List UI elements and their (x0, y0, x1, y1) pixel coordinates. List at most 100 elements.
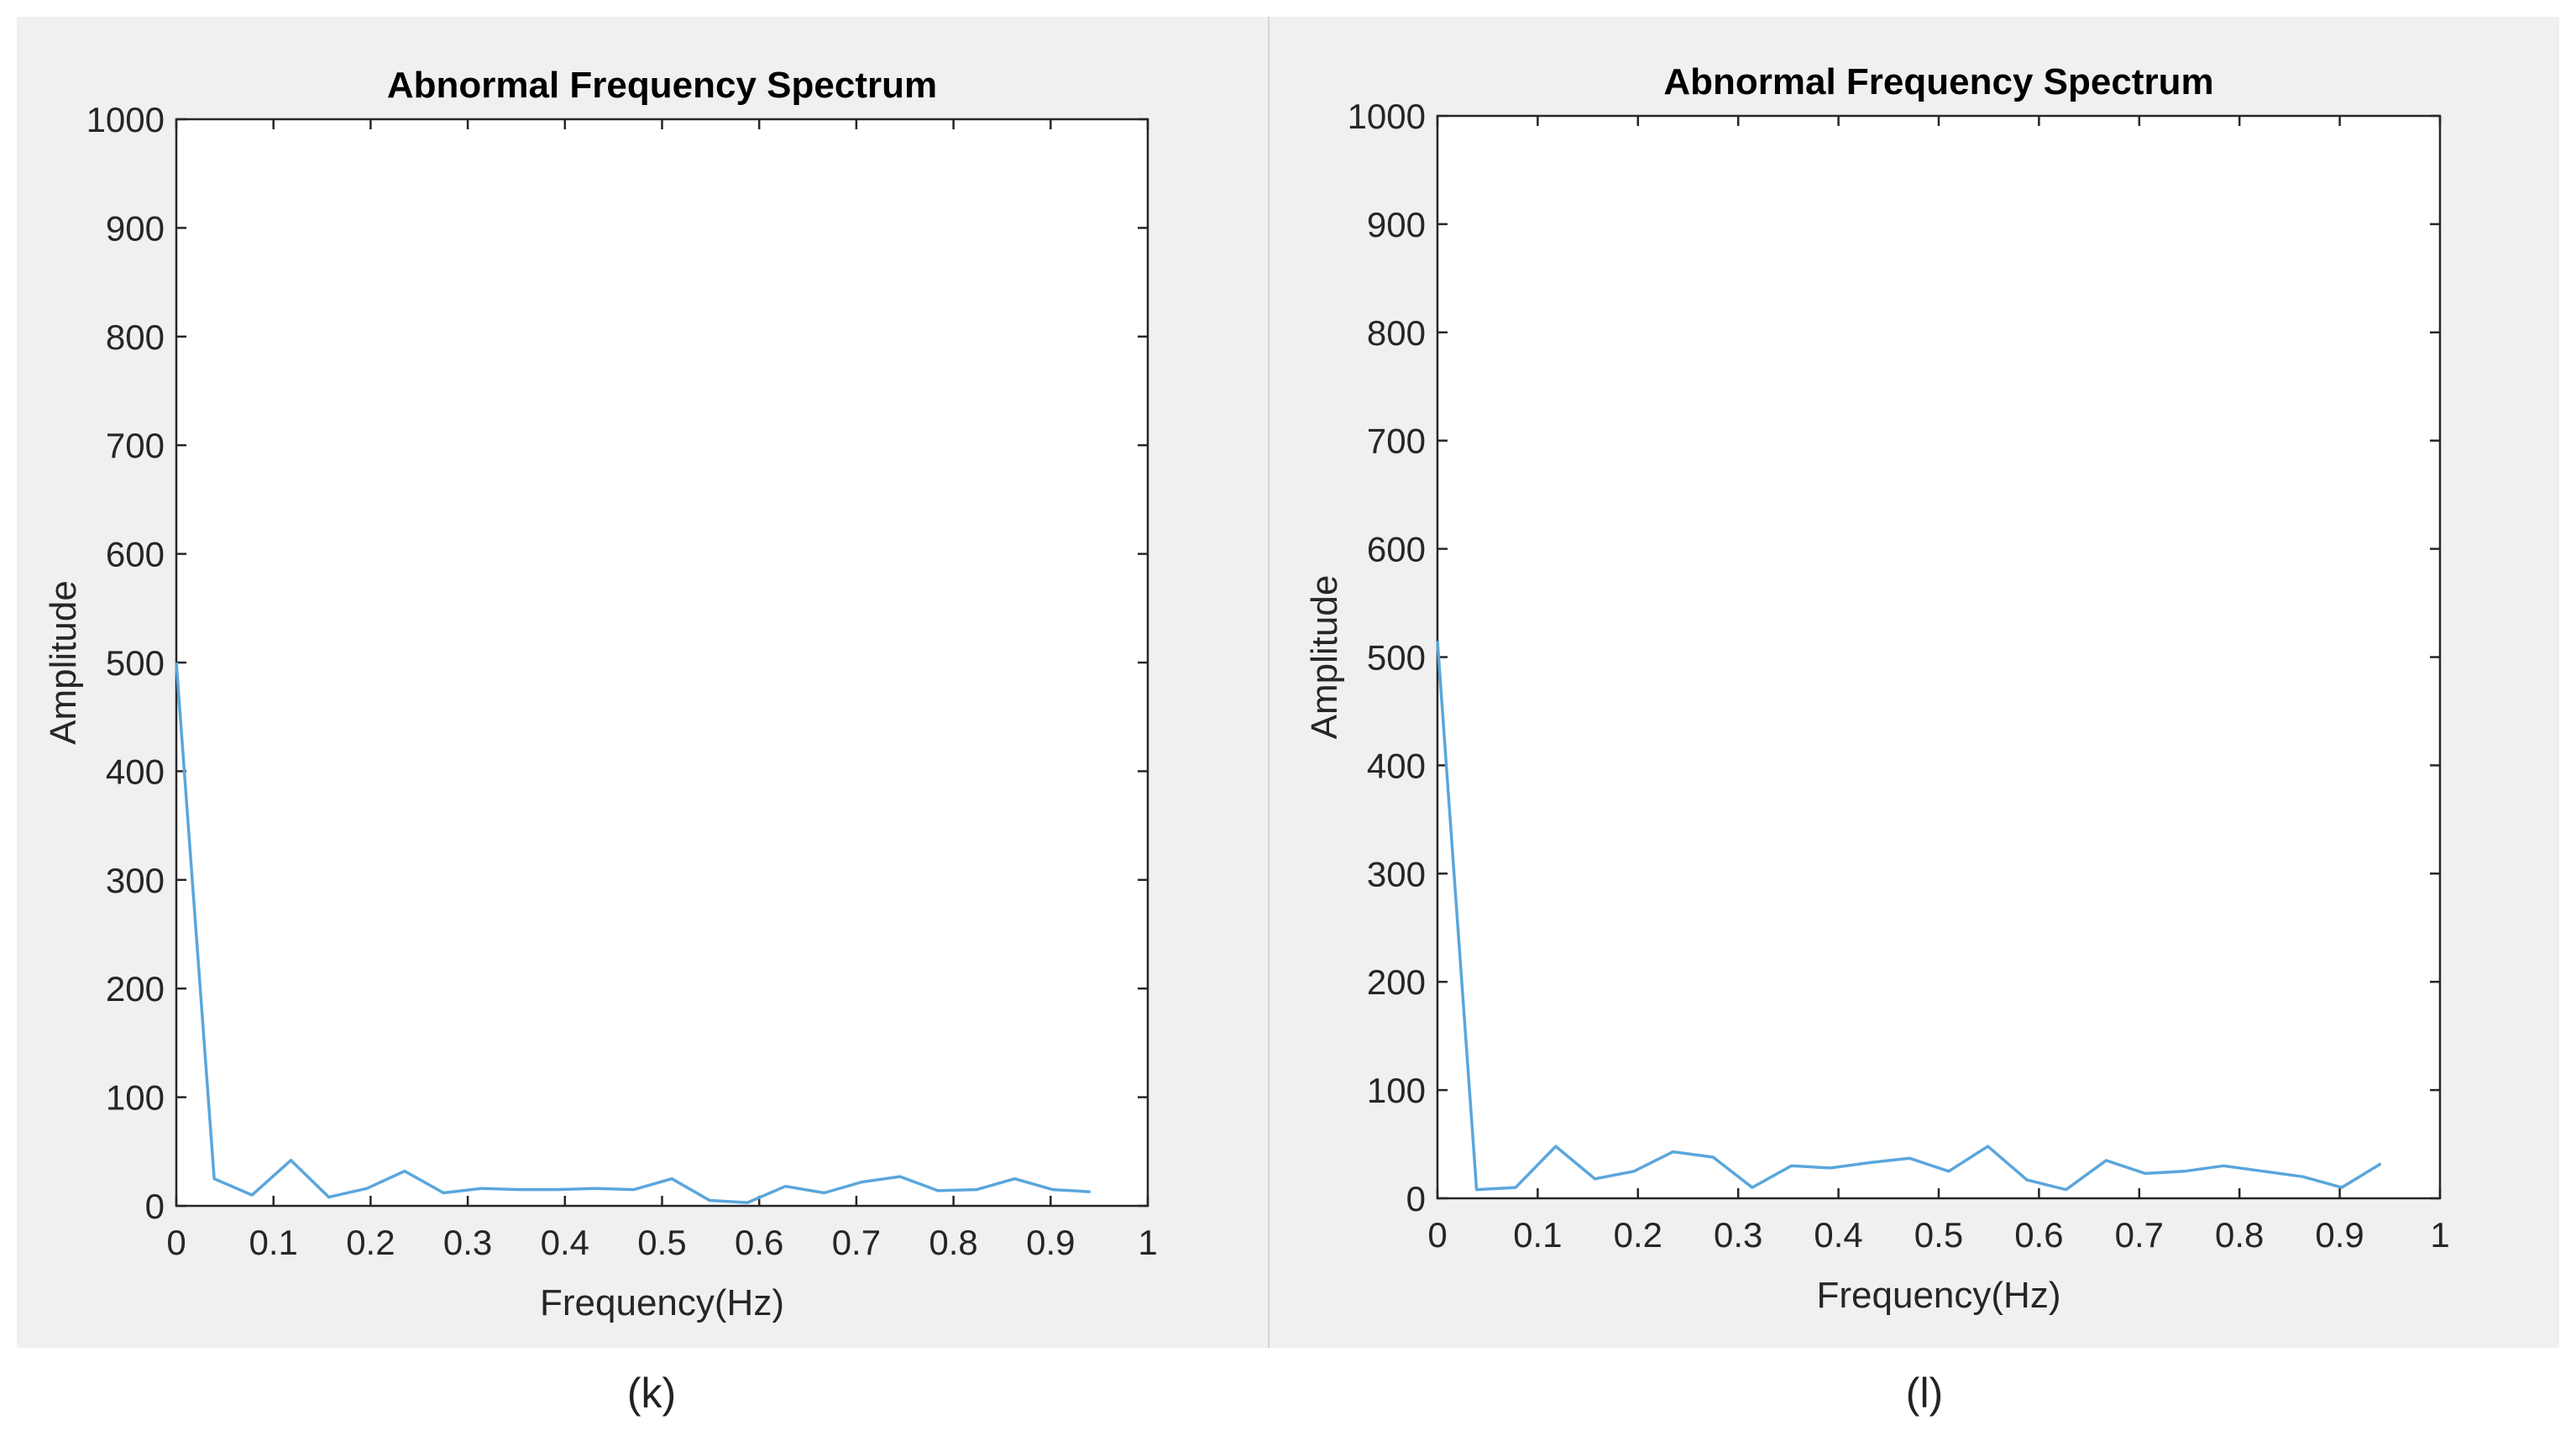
y-tick-label: 400 (1367, 746, 1426, 785)
data-point (936, 1189, 940, 1192)
y-tick-label: 100 (1367, 1071, 1426, 1110)
y-tick-label: 900 (106, 208, 165, 248)
chart-l: 0 0.1 0.2 0.3 0.4 0.5 0.6 0.7 0.8 0.9 1 0 100 200 300 4… (1304, 61, 2450, 1316)
x-tick-label: 0.7 (2115, 1215, 2164, 1255)
x-tick-label: 0.1 (249, 1223, 298, 1262)
chart-title: Abnormal Frequency Spectrum (1663, 61, 2213, 102)
data-point (1908, 1156, 1911, 1160)
y-tick-label: 500 (1367, 638, 1426, 678)
y-tick-label: 800 (1367, 313, 1426, 353)
data-point (1947, 1170, 1950, 1173)
data-point (594, 1187, 597, 1190)
x-tick-label: 0.9 (1026, 1223, 1075, 1262)
x-tick-label: 0.4 (541, 1223, 589, 1262)
data-point (975, 1188, 978, 1192)
y-axis-label: Amplitude (1304, 575, 1345, 740)
plot-area (175, 118, 1149, 1208)
x-tick-label: 0 (166, 1223, 186, 1262)
data-point (2222, 1164, 2225, 1167)
y-tick-label: 500 (106, 643, 165, 683)
x-tick-label: 1 (2430, 1215, 2449, 1255)
data-point (2340, 1186, 2343, 1189)
chart-k: 0 0.1 0.2 0.3 0.4 0.5 0.6 0.7 0.8 0.9 1 0 100 200 300 4… (43, 65, 1158, 1323)
data-point (1051, 1188, 1055, 1192)
series-line (1436, 641, 2382, 1192)
data-point (1789, 1164, 1793, 1167)
y-tick-label: 0 (145, 1187, 165, 1226)
data-point (861, 1181, 864, 1184)
y-tick-label: 200 (106, 969, 165, 1009)
data-point (403, 1170, 406, 1173)
data-point (898, 1175, 902, 1178)
y-tick-label: 300 (106, 861, 165, 900)
y-tick-label: 600 (1367, 530, 1426, 569)
data-point (175, 661, 178, 664)
y-tick-label: 700 (1367, 422, 1426, 461)
chart-title: Abnormal Frequency Spectrum (387, 65, 937, 106)
data-point (1829, 1166, 1832, 1170)
data-point (1436, 639, 1439, 642)
data-point (250, 1193, 254, 1197)
caption-l: (l) (1905, 1370, 1944, 1417)
data-point (327, 1196, 331, 1199)
panel-divider (1268, 17, 1270, 1348)
data-point (783, 1185, 787, 1188)
x-tick-label: 0.2 (1614, 1215, 1662, 1255)
y-tick-label: 100 (106, 1078, 165, 1118)
data-point (2104, 1159, 2107, 1162)
x-tick-label: 0.5 (1914, 1215, 1963, 1255)
x-tick-label: 0.3 (443, 1223, 492, 1262)
data-point (1868, 1161, 1872, 1164)
data-point (1554, 1145, 1558, 1148)
series-line (175, 662, 1091, 1204)
data-point (556, 1188, 559, 1192)
data-point (2183, 1170, 2186, 1173)
data-point (1672, 1150, 1675, 1154)
x-tick-label: 0.8 (2215, 1215, 2264, 1255)
plot-area (1436, 114, 2442, 1200)
x-tick-label: 0.2 (346, 1223, 395, 1262)
data-point (517, 1188, 521, 1192)
data-point (1987, 1145, 1990, 1148)
x-tick-label: 0.8 (929, 1223, 977, 1262)
y-tick-label: 900 (1367, 205, 1426, 244)
data-point (1632, 1170, 1636, 1173)
y-tick-label: 0 (1406, 1179, 1426, 1218)
y-tick-label: 800 (106, 317, 165, 357)
caption-k: (k) (626, 1370, 677, 1417)
y-tick-label: 700 (106, 426, 165, 465)
data-point (2301, 1175, 2304, 1178)
data-point (212, 1177, 216, 1181)
data-point (823, 1191, 826, 1194)
x-tick-label: 1 (1138, 1223, 1157, 1262)
data-point (746, 1201, 749, 1204)
data-point (708, 1199, 711, 1203)
data-point (632, 1188, 636, 1192)
y-tick-label: 300 (1367, 854, 1426, 893)
y-tick-label: 400 (106, 752, 165, 791)
y-tick-label: 1000 (1348, 97, 1426, 136)
data-point (1593, 1177, 1596, 1181)
data-point (2065, 1188, 2068, 1192)
data-point (479, 1187, 483, 1190)
data-point (365, 1187, 369, 1190)
data-point (2144, 1171, 2147, 1175)
x-tick-label: 0 (1427, 1215, 1447, 1255)
x-tick-label: 0.3 (1714, 1215, 1762, 1255)
data-point (1711, 1155, 1715, 1159)
data-point (1013, 1177, 1016, 1181)
data-point (2262, 1170, 2265, 1173)
data-point (2025, 1178, 2029, 1182)
data-point (2380, 1162, 2383, 1166)
x-tick-label: 0.6 (735, 1223, 783, 1262)
x-tick-label: 0.4 (1814, 1215, 1862, 1255)
data-point (1751, 1186, 1754, 1189)
data-point (670, 1177, 673, 1181)
y-tick-label: 200 (1367, 962, 1426, 1002)
x-tick-label: 0.7 (832, 1223, 881, 1262)
data-point (442, 1191, 445, 1194)
y-tick-label: 1000 (86, 100, 165, 139)
x-tick-label: 0.1 (1513, 1215, 1562, 1255)
x-tick-label: 0.9 (2315, 1215, 2364, 1255)
